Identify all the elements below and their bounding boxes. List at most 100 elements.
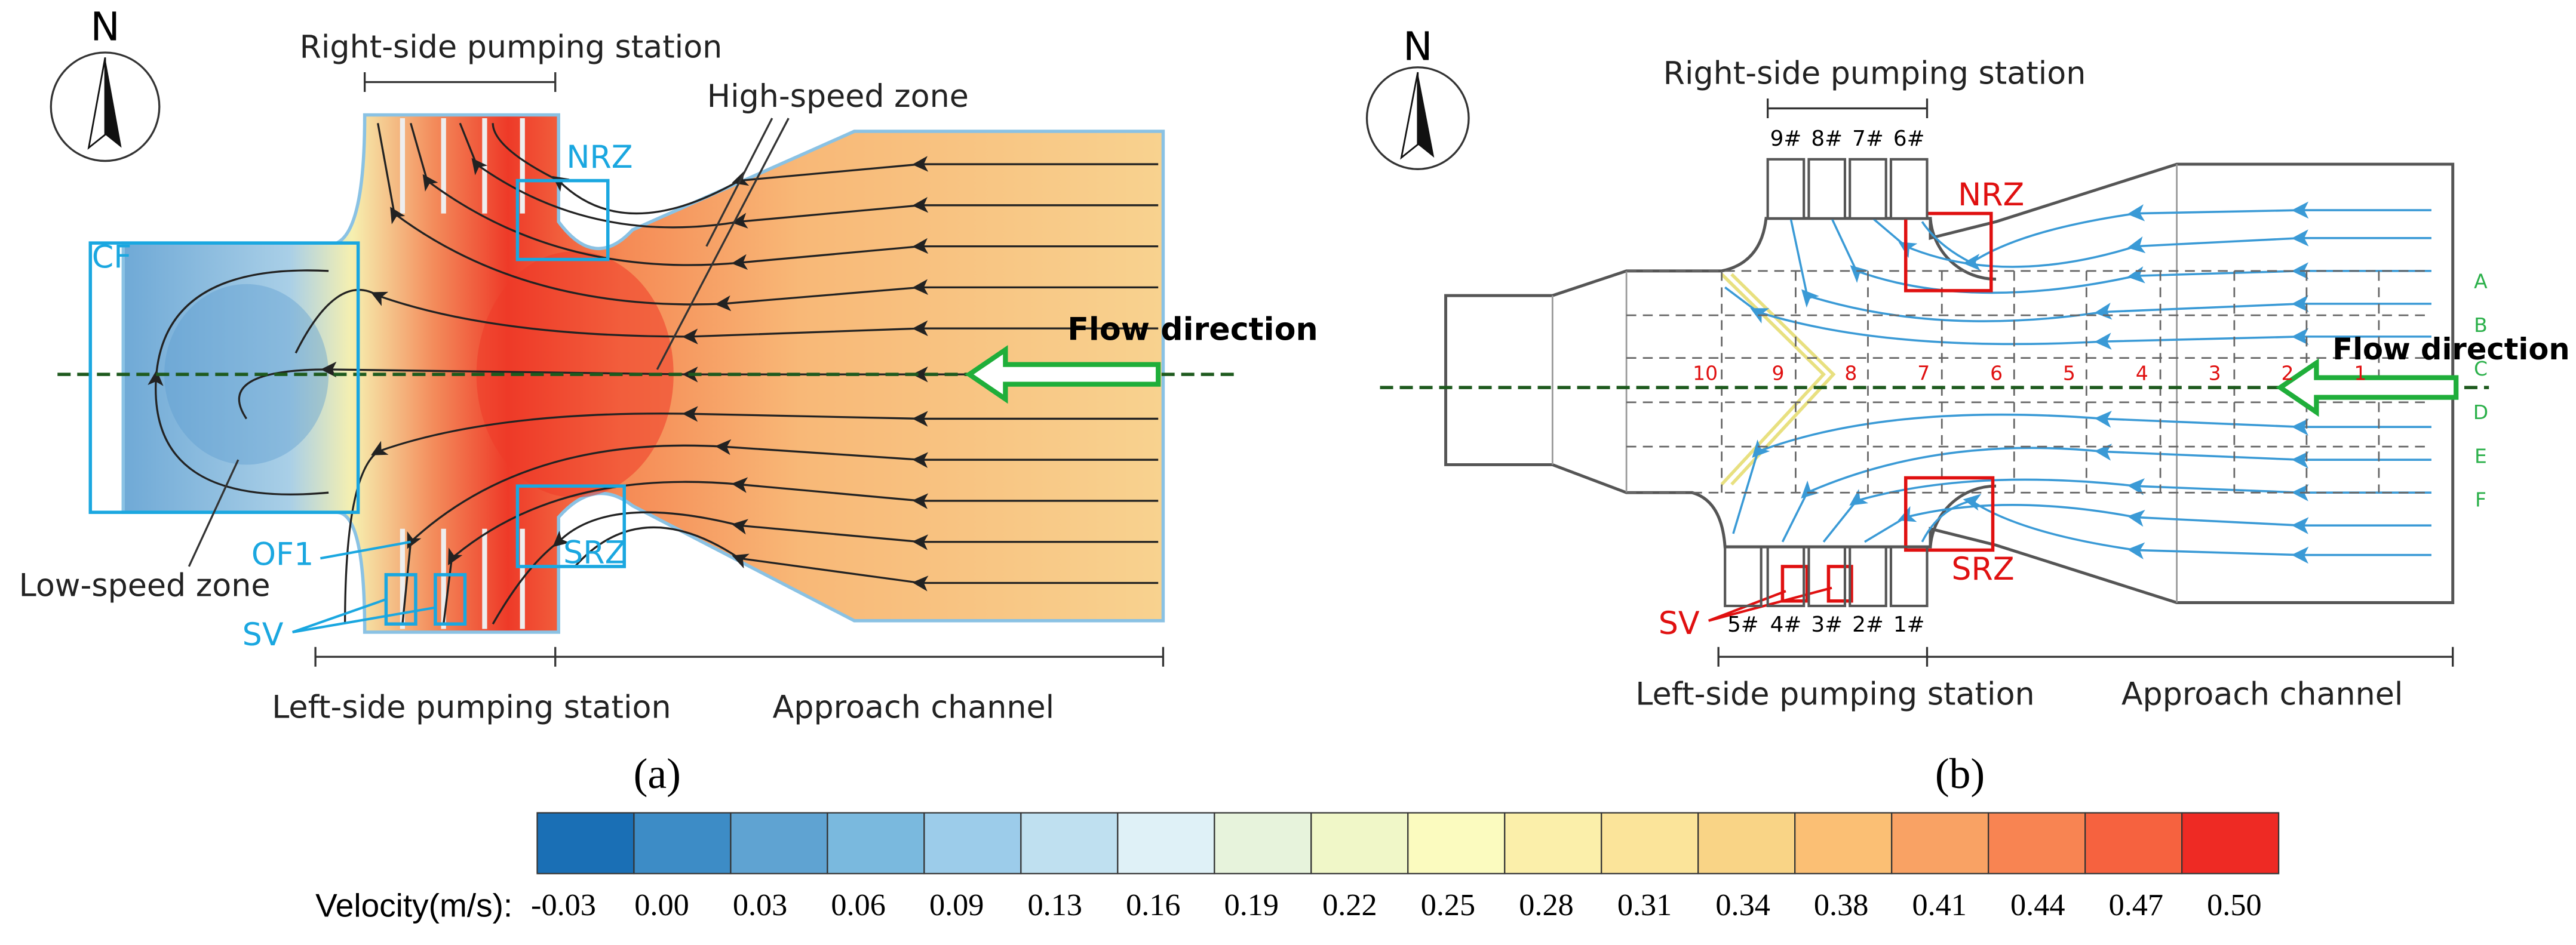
- panel-b: N Right-side pumping station Flow direct…: [1365, 24, 2570, 798]
- grid: [1626, 270, 2431, 494]
- label: Low-speed zone: [19, 568, 271, 604]
- section-label: 3: [2209, 362, 2221, 385]
- color-swatch: [2084, 812, 2183, 875]
- colorbar-label: 0.19: [1224, 888, 1279, 922]
- color-swatch: [1020, 812, 1119, 875]
- sv-box: [1780, 565, 1809, 603]
- pump-bay: [1889, 158, 1929, 220]
- label: SV: [1659, 605, 1700, 642]
- label: Left-side pumping station: [1635, 676, 2034, 712]
- section-label: 10: [1693, 362, 1718, 385]
- label: High-speed zone: [707, 78, 969, 115]
- label: SRZ: [1951, 551, 2014, 587]
- sv-box: [434, 572, 467, 626]
- pump-label: 5#: [1727, 612, 1759, 637]
- section-label: 1: [2354, 362, 2366, 385]
- pump-bay: [1724, 545, 1763, 608]
- colorbar-label: -0.03: [531, 888, 596, 922]
- section-label: 5: [2063, 362, 2075, 385]
- bracket: [363, 72, 557, 93]
- bracket: [1767, 98, 1929, 119]
- compass-needle: [1417, 72, 1435, 158]
- color-swatch: [1988, 812, 2086, 875]
- pump-label: 9#: [1770, 127, 1802, 151]
- colorbar-label: 0.44: [2010, 888, 2065, 922]
- pump-label: 8#: [1811, 127, 1843, 151]
- row-label: D: [2473, 401, 2488, 424]
- caption: (b): [1935, 750, 1985, 798]
- section-label: 2: [2281, 362, 2293, 385]
- label: NRZ: [1958, 177, 2024, 213]
- color-swatch: [1697, 812, 1796, 875]
- label: Right-side pumping station: [300, 29, 723, 66]
- color-swatch: [1310, 812, 1409, 875]
- row-label: B: [2474, 313, 2488, 337]
- label: SRZ: [563, 535, 626, 571]
- colorbar-label: 0.28: [1519, 888, 1573, 922]
- color-swatch: [2181, 812, 2280, 875]
- leader: [656, 118, 790, 370]
- colorbar-label: 0.00: [634, 888, 689, 922]
- color-swatch: [1601, 812, 1699, 875]
- compass-label: N: [90, 4, 119, 50]
- compass-needle: [1400, 72, 1419, 160]
- row-label: E: [2474, 444, 2487, 467]
- row-label: A: [2474, 270, 2488, 293]
- label: Left-side pumping station: [272, 689, 671, 725]
- pump-label: 3#: [1811, 612, 1843, 637]
- pump-bay: [1766, 545, 1806, 608]
- pump-bay: [1849, 158, 1887, 220]
- compass-label: N: [1403, 24, 1432, 70]
- panel-a: N Right-side pumping station Flow direct…: [19, 4, 1318, 798]
- colorbar-label: 0.31: [1617, 888, 1672, 922]
- colorbar-title: Velocity(m/s):: [315, 887, 512, 924]
- srz-box: [1903, 476, 1995, 552]
- color-swatch: [730, 812, 828, 875]
- label: Flow direction: [1067, 312, 1318, 348]
- label: Right-side pumping station: [1663, 56, 2086, 92]
- colorbar-label: 0.13: [1028, 888, 1082, 922]
- bracket: [1717, 647, 2454, 667]
- colorbar-label: 0.47: [2109, 888, 2163, 922]
- section-label: 8: [1844, 362, 1857, 385]
- color-swatch: [1407, 812, 1506, 875]
- pump-label: 7#: [1852, 127, 1884, 151]
- cf-box: [88, 241, 360, 514]
- sv-box: [1826, 565, 1853, 603]
- colorbar-label: 0.22: [1322, 888, 1377, 922]
- srz-box: [515, 484, 626, 568]
- pump-bay: [1807, 158, 1847, 220]
- color-swatch: [1117, 812, 1215, 875]
- colorbar-label: 0.25: [1421, 888, 1475, 922]
- pump-bay: [1849, 545, 1887, 608]
- label: Approach channel: [773, 689, 1055, 725]
- compass-needle: [105, 57, 122, 148]
- pump-bay: [1889, 545, 1929, 608]
- colorbar-label: 0.34: [1715, 888, 1770, 922]
- caption: (a): [634, 750, 681, 798]
- pump-label: 4#: [1770, 612, 1802, 637]
- nrz-box: [1903, 211, 1993, 293]
- pump-label: 6#: [1893, 127, 1925, 151]
- label: Approach channel: [2121, 676, 2403, 712]
- section-label: 4: [2136, 362, 2148, 385]
- section-label: 7: [1917, 362, 1930, 385]
- color-swatch: [1794, 812, 1893, 875]
- flow-arrow: [2276, 358, 2459, 417]
- colorbar-label: 0.50: [2207, 888, 2261, 922]
- label: NRZ: [566, 139, 633, 176]
- color-swatch: [633, 812, 732, 875]
- colorbar-label: 0.16: [1126, 888, 1180, 922]
- row-label: F: [2475, 488, 2486, 511]
- colorbar-label: 0.06: [831, 888, 885, 922]
- color-swatch: [1891, 812, 1989, 875]
- color-swatch: [923, 812, 1022, 875]
- row-label: C: [2474, 357, 2488, 380]
- pump-bay: [1807, 545, 1847, 608]
- color-swatch: [1214, 812, 1312, 875]
- pump-label: 2#: [1852, 612, 1884, 637]
- flow-arrow: [965, 345, 1161, 404]
- colorbar: Velocity(m/s): -0.03 0.00 0.03 0.06 0.09 0.13…: [315, 812, 2280, 924]
